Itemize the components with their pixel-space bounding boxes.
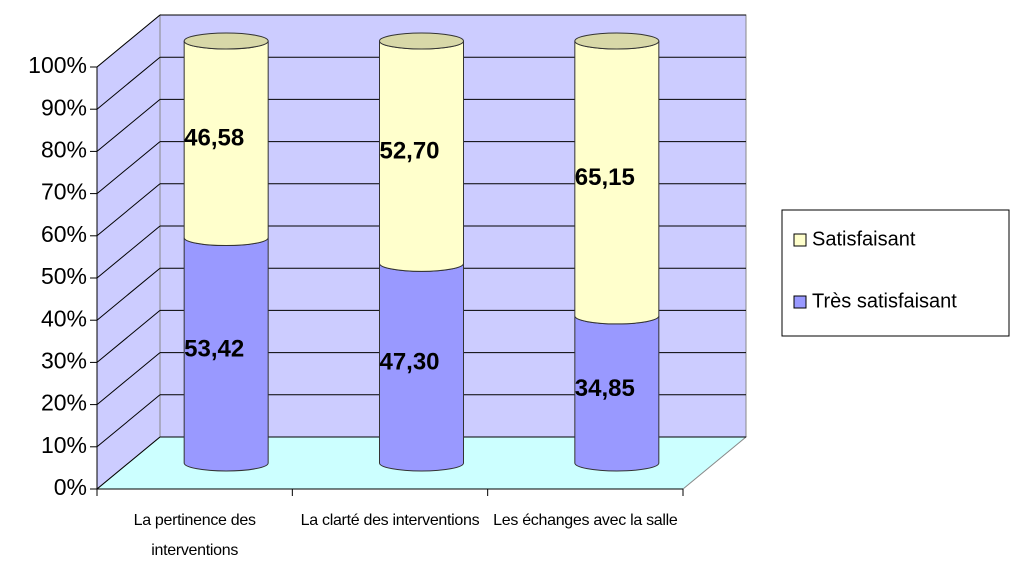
grid-line xyxy=(96,267,161,321)
legend-label: Satisfaisant xyxy=(812,228,916,250)
legend-swatch xyxy=(793,295,807,309)
grid-line xyxy=(96,225,161,279)
grid-line xyxy=(96,183,161,237)
y-tick-label: 50% xyxy=(41,263,87,289)
y-tick-label: 100% xyxy=(28,52,87,78)
y-tick-label: 80% xyxy=(41,136,87,162)
grid-line xyxy=(96,141,161,194)
value-label: 46,58 xyxy=(184,125,244,152)
y-tick-label: 10% xyxy=(41,432,87,458)
grid-line xyxy=(96,394,161,448)
cylinder-cap xyxy=(574,32,660,50)
value-label: 53,42 xyxy=(184,336,244,363)
value-label: 52,70 xyxy=(379,138,439,165)
x-tick-label: Les échanges avec la salle xyxy=(493,512,678,529)
grid-line xyxy=(96,310,161,363)
legend-swatch xyxy=(793,233,807,247)
grid-line xyxy=(96,14,161,68)
y-tick-label: 0% xyxy=(54,474,87,500)
x-tick-label: La clarté des interventions xyxy=(300,512,480,529)
grid-line xyxy=(96,99,161,152)
x-tick-label: La pertinence des interventions xyxy=(133,512,256,559)
legend-label: Très satisfaisant xyxy=(812,290,957,312)
y-tick-label: 60% xyxy=(41,221,87,247)
y-tick-label: 90% xyxy=(41,94,87,120)
value-label: 47,30 xyxy=(379,349,439,376)
grid-line xyxy=(96,436,161,490)
value-label: 34,85 xyxy=(575,375,635,402)
grid-line xyxy=(96,352,161,405)
value-label: 65,15 xyxy=(575,164,635,191)
cylinder-cap xyxy=(183,32,269,50)
y-tick-label: 20% xyxy=(41,390,87,416)
cylinder-cap xyxy=(379,32,464,50)
y-tick-label: 70% xyxy=(41,179,87,205)
legend-box xyxy=(781,209,1010,337)
y-tick-label: 40% xyxy=(41,305,87,331)
y-tick-label: 30% xyxy=(41,347,87,373)
grid-line xyxy=(96,56,161,110)
